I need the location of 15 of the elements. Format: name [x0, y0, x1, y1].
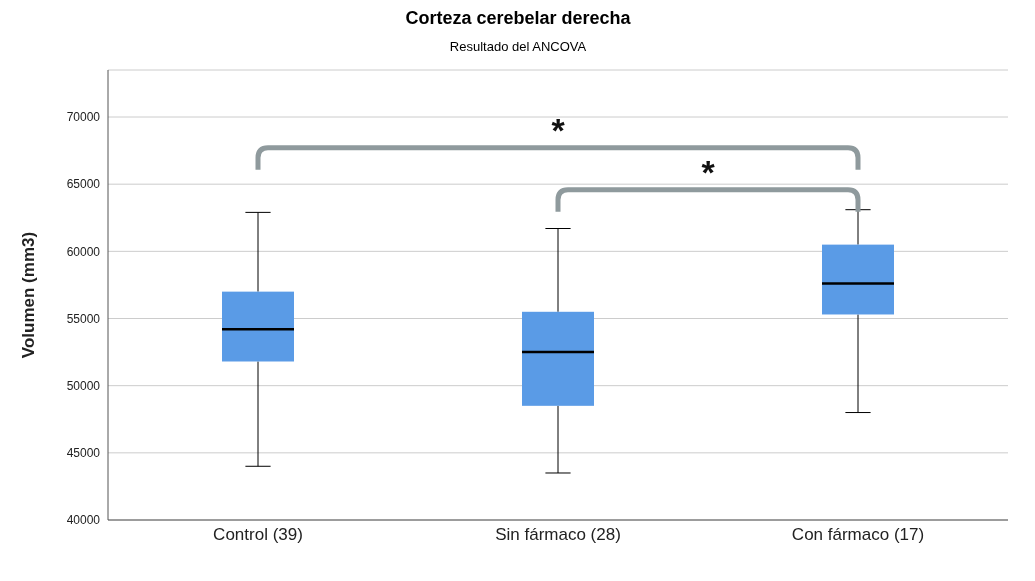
y-tick-label: 50000	[66, 378, 101, 393]
x-tick-label: Con fármaco (17)	[791, 525, 925, 545]
annotation: *	[701, 152, 716, 191]
y-axis-title: Volumen (mm3)	[19, 231, 39, 359]
y-tick-label: 55000	[66, 311, 101, 326]
y-tick-label: 40000	[66, 513, 101, 528]
y-tick-label: 65000	[66, 177, 101, 192]
chart-title: Corteza cerebelar derecha	[404, 8, 632, 29]
y-tick-label: 45000	[66, 446, 101, 461]
chart-subtitle: Resultado del ANCOVA	[448, 39, 588, 54]
x-tick-label: Sin fármaco (28)	[495, 525, 621, 545]
x-tick-label: Control (39)	[213, 525, 303, 545]
y-tick-label: 60000	[66, 244, 101, 259]
annotation: *	[551, 110, 566, 149]
y-tick-label: 70000	[66, 110, 101, 125]
